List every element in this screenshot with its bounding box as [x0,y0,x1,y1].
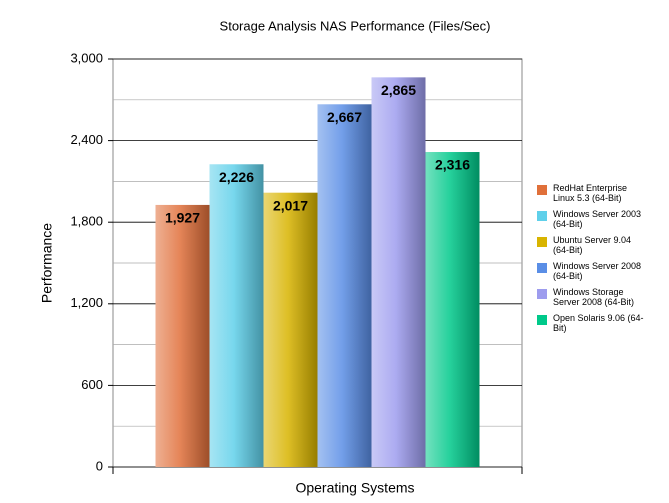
y-tick-label: 3,000 [70,50,103,65]
legend-label: Windows Server 2008 (64-Bit) [553,261,642,281]
legend-item: Windows Server 2008 (64-Bit) [537,261,649,281]
value-label: 2,017 [273,197,308,213]
value-label: 2,226 [219,169,254,185]
legend-label: Open Solaris 9.06 (64-Bit) [553,313,644,333]
legend-item: Windows Server 2003 (64-Bit) [537,209,649,229]
legend-label: Windows Server 2003 (64-Bit) [553,209,642,229]
legend-swatch [537,263,547,273]
y-tick-label: 1,200 [70,295,103,310]
legend-label: Ubuntu Server 9.04 (64-Bit) [553,235,632,255]
value-label: 2,667 [327,109,362,125]
y-tick-label: 600 [81,377,103,392]
value-label: 2,316 [435,157,470,173]
legend-swatch [537,185,547,195]
legend-swatch [537,211,547,221]
x-axis-label: Operating Systems [295,480,414,496]
legend-item: Ubuntu Server 9.04 (64-Bit) [537,235,649,255]
legend-swatch [537,315,547,325]
y-axis-label: Performance [39,223,55,303]
bar [155,204,210,468]
chart-title: Storage Analysis NAS Performance (Files/… [220,18,491,33]
value-label: 2,865 [381,82,416,98]
legend-item: Open Solaris 9.06 (64-Bit) [537,313,649,333]
bar [371,77,426,468]
legend-label: Windows Storage Server 2008 (64-Bit) [553,287,635,307]
y-tick-label: 1,800 [70,214,103,229]
legend-swatch [537,237,547,247]
legend: RedHat Enterprise Linux 5.3 (64-Bit) Wind… [537,183,649,339]
bar [209,164,264,467]
value-label: 1,927 [165,210,200,226]
bar [263,192,318,468]
y-tick-label: 2,400 [70,132,103,147]
legend-item: RedHat Enterprise Linux 5.3 (64-Bit) [537,183,649,203]
bar [317,104,372,468]
y-tick-label: 0 [96,458,103,473]
legend-label: RedHat Enterprise Linux 5.3 (64-Bit) [553,183,628,203]
legend-swatch [537,289,547,299]
legend-item: Windows Storage Server 2008 (64-Bit) [537,287,649,307]
bar [425,152,480,468]
